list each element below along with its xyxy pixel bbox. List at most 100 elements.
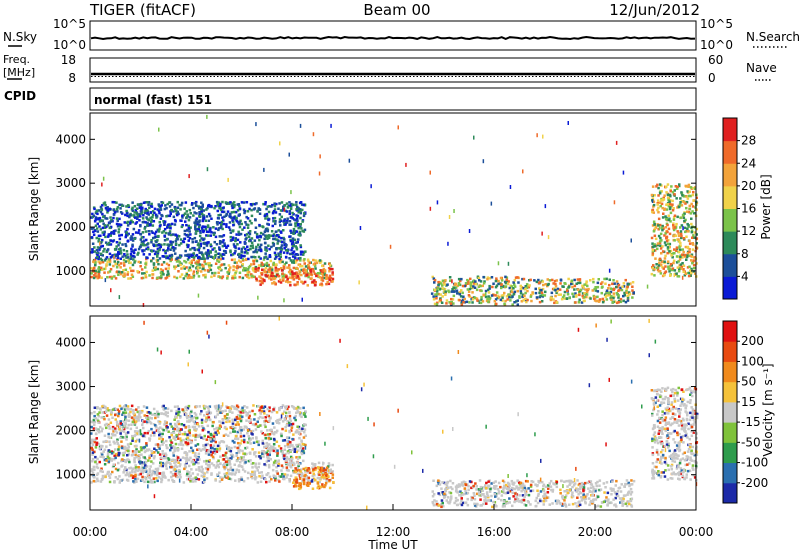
scatter-cell bbox=[320, 283, 323, 286]
scatter-cell bbox=[670, 185, 673, 188]
scatter-cell bbox=[439, 288, 442, 291]
scatter-cell bbox=[134, 222, 137, 225]
scatter-cell bbox=[223, 466, 226, 469]
scatter-cell bbox=[159, 257, 162, 260]
colorbar-tick-label: 24 bbox=[741, 156, 756, 170]
scatter-cell bbox=[135, 231, 138, 234]
scatter-cell bbox=[206, 477, 209, 480]
scatter-cell bbox=[328, 279, 331, 282]
scatter-cell bbox=[690, 223, 693, 226]
scatter-cell bbox=[127, 443, 130, 446]
scatter-cell bbox=[275, 269, 278, 272]
scatter-cell bbox=[295, 471, 298, 474]
scatter-cell bbox=[182, 456, 185, 459]
scatter-cell bbox=[264, 426, 267, 429]
scatter-cell bbox=[319, 172, 321, 176]
scatter-cell bbox=[90, 272, 93, 275]
scatter-cell bbox=[303, 436, 306, 439]
scatter-cell bbox=[605, 296, 608, 299]
scatter-cell bbox=[296, 206, 299, 209]
scatter-cell bbox=[107, 248, 110, 251]
scatter-cell bbox=[212, 226, 215, 229]
scatter-cell bbox=[498, 296, 501, 299]
scatter-cell bbox=[192, 480, 195, 483]
scatter-cell bbox=[134, 238, 137, 241]
scatter-cell bbox=[673, 260, 676, 263]
scatter-cell bbox=[94, 407, 97, 410]
scatter-cell bbox=[172, 241, 175, 244]
scatter-cell bbox=[197, 473, 200, 476]
scatter-cell bbox=[206, 411, 209, 414]
scatter-cell bbox=[168, 462, 171, 465]
scatter-cell bbox=[126, 454, 129, 457]
scatter-cell bbox=[266, 429, 269, 432]
scatter-cell bbox=[118, 446, 121, 449]
scatter-cell bbox=[170, 447, 173, 450]
scatter-cell bbox=[158, 249, 161, 252]
scatter-cell bbox=[135, 466, 138, 469]
scatter-cell bbox=[285, 244, 288, 247]
scatter-cell bbox=[445, 302, 448, 305]
scatter-cell bbox=[474, 280, 477, 283]
scatter-cell bbox=[236, 220, 239, 223]
scatter-cell bbox=[199, 263, 202, 266]
scatter-cell bbox=[300, 440, 303, 443]
y-tick-label: 1000 bbox=[55, 264, 86, 278]
scatter-cell bbox=[121, 430, 124, 433]
scatter-cell bbox=[312, 259, 315, 262]
scatter-cell bbox=[100, 211, 103, 214]
scatter-cell bbox=[102, 441, 105, 444]
scatter-cell bbox=[266, 223, 269, 226]
scatter-cell bbox=[219, 207, 222, 210]
scatter-cell bbox=[183, 265, 186, 268]
scatter-cell bbox=[300, 253, 303, 256]
scatter-cell bbox=[145, 461, 148, 464]
scatter-cell bbox=[126, 215, 128, 218]
scatter-cell bbox=[277, 472, 280, 475]
scatter-cell bbox=[516, 276, 519, 279]
scatter-cell bbox=[248, 271, 251, 274]
scatter-cell bbox=[321, 273, 324, 276]
scatter-cell bbox=[328, 270, 331, 273]
scatter-cell bbox=[208, 220, 211, 223]
scatter-cell bbox=[214, 431, 217, 434]
scatter-cell bbox=[281, 473, 284, 476]
scatter-cell bbox=[109, 220, 112, 223]
scatter-cell bbox=[219, 268, 222, 271]
scatter-cell bbox=[598, 278, 601, 281]
scatter-cell bbox=[196, 272, 199, 275]
scatter-cell bbox=[577, 278, 580, 281]
scatter-cell bbox=[292, 245, 295, 248]
scatter-cell bbox=[217, 464, 220, 467]
scatter-cell bbox=[90, 426, 93, 429]
scatter-cell bbox=[93, 415, 96, 418]
scatter-cell bbox=[249, 442, 252, 445]
scatter-cell bbox=[290, 190, 292, 194]
scatter-cell bbox=[653, 221, 656, 224]
scatter-cell bbox=[398, 125, 400, 129]
scatter-cell bbox=[139, 246, 142, 249]
scatter-cell bbox=[597, 290, 600, 293]
scatter-cell bbox=[179, 256, 182, 259]
scatter-cell bbox=[122, 275, 125, 278]
scatter-cell bbox=[177, 472, 180, 475]
scatter-cell bbox=[313, 473, 316, 476]
scatter-cell bbox=[126, 228, 129, 231]
scatter-cell bbox=[458, 278, 461, 281]
scatter-cell bbox=[478, 277, 481, 280]
scatter-cell bbox=[251, 471, 254, 474]
scatter-cell bbox=[281, 269, 284, 272]
scatter-cell bbox=[189, 429, 192, 432]
scatter-cell bbox=[250, 432, 253, 435]
scatter-cell bbox=[201, 227, 204, 230]
scatter-cell bbox=[192, 265, 195, 268]
scatter-cell bbox=[558, 294, 561, 297]
scatter-cell bbox=[266, 238, 269, 241]
scatter-cell bbox=[478, 279, 481, 282]
scatter-cell bbox=[303, 481, 306, 484]
scatter-cell bbox=[213, 234, 216, 237]
scatter-cell bbox=[544, 294, 547, 297]
scatter-cell bbox=[250, 263, 253, 266]
scatter-cell bbox=[278, 236, 281, 239]
scatter-cell bbox=[175, 266, 178, 269]
